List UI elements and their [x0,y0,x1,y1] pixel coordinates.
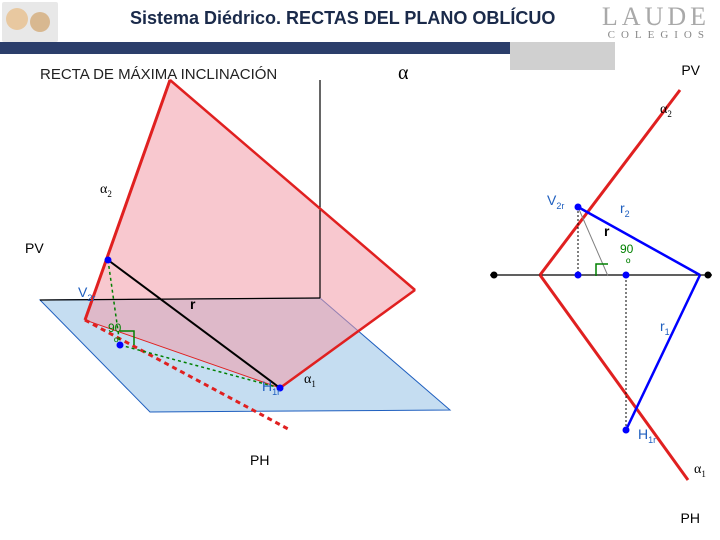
label-ph-left: PH [250,452,269,468]
label-90-left: 90º [108,321,121,349]
label-r2-right: r2 [620,200,630,219]
label-r-left: r [190,296,195,312]
label-r-aux-right: r [604,223,609,239]
label-alpha2-left: α2 [100,182,112,199]
label-h1r-right: H1r [638,426,656,445]
label-alpha1-right: α1 [694,462,706,479]
label-90-right: 90º [620,242,633,270]
label-v2r-left: V2r [78,284,95,303]
label-alpha2-right: α2 [660,102,672,119]
label-alpha1-left: α1 [304,372,316,389]
diagram-canvas [0,0,720,540]
label-h1r-left: H1r [262,378,280,397]
label-pv-right: PV [681,62,700,78]
label-v2r-right: V2r [547,192,564,211]
label-r1-right: r1 [660,318,670,337]
label-ph-right: PH [681,510,700,526]
label-alpha: α [398,62,408,85]
label-pv-left: PV [25,240,44,256]
